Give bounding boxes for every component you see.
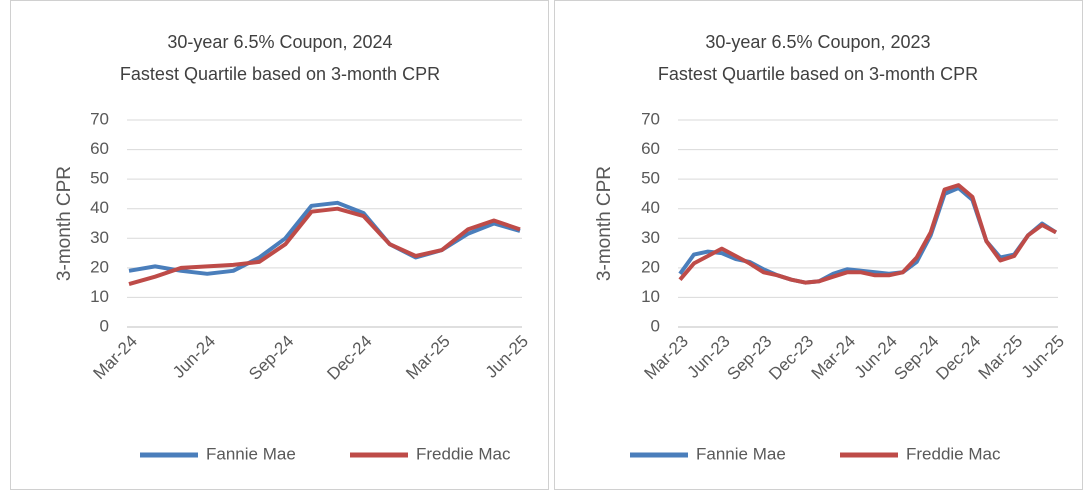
y-tick-label: 30 — [90, 228, 109, 247]
x-tick-label: Mar-24 — [808, 332, 860, 384]
y-tick-label: 40 — [90, 198, 109, 217]
legend-label: Fannie Mae — [696, 444, 786, 463]
x-tick-label: Sep-24 — [245, 332, 297, 384]
x-tick-label: Mar-23 — [640, 332, 692, 384]
x-tick-label: Dec-23 — [765, 332, 817, 384]
x-tick-label: Mar-25 — [975, 332, 1027, 384]
x-tick-label: Dec-24 — [323, 332, 375, 384]
y-tick-label: 30 — [641, 228, 660, 247]
y-tick-label: 20 — [641, 257, 660, 276]
y-tick-label: 70 — [90, 109, 109, 128]
y-axis-title: 3-month CPR — [594, 166, 615, 281]
legend-label: Freddie Mac — [416, 444, 511, 463]
y-tick-label: 10 — [90, 287, 109, 306]
y-tick-label: 40 — [641, 198, 660, 217]
y-tick-label: 60 — [641, 139, 660, 158]
line-series — [128, 206, 521, 287]
line-series — [678, 183, 1057, 285]
y-tick-label: 0 — [100, 316, 109, 335]
y-tick-label: 10 — [641, 287, 660, 306]
x-tick-label: Mar-24 — [89, 332, 141, 384]
y-tick-label: 70 — [641, 109, 660, 128]
x-tick-label: Sep-23 — [723, 332, 775, 384]
y-tick-label: 60 — [90, 139, 109, 158]
x-tick-label: Jun-25 — [1018, 332, 1068, 382]
chart-title: 30-year 6.5% Coupon, 2023 — [705, 32, 930, 52]
legend-label: Freddie Mac — [906, 444, 1001, 463]
chart-subtitle: Fastest Quartile based on 3-month CPR — [120, 64, 440, 84]
x-tick-label: Mar-25 — [402, 332, 454, 384]
chart-subtitle: Fastest Quartile based on 3-month CPR — [658, 64, 978, 84]
y-axis-title: 3-month CPR — [54, 166, 75, 281]
x-tick-label: Sep-24 — [890, 332, 942, 384]
panel-border — [554, 0, 1083, 490]
chart-title: 30-year 6.5% Coupon, 2024 — [167, 32, 392, 52]
x-tick-label: Jun-25 — [482, 332, 532, 382]
y-tick-label: 0 — [651, 316, 660, 335]
x-tick-label: Jun-24 — [169, 332, 219, 382]
y-tick-label: 50 — [90, 169, 109, 188]
x-tick-label: Dec-24 — [932, 332, 984, 384]
y-tick-label: 50 — [641, 169, 660, 188]
line-series — [678, 186, 1058, 285]
y-tick-label: 20 — [90, 257, 109, 276]
legend-label: Fannie Mae — [206, 444, 296, 463]
panel-border — [10, 0, 549, 490]
